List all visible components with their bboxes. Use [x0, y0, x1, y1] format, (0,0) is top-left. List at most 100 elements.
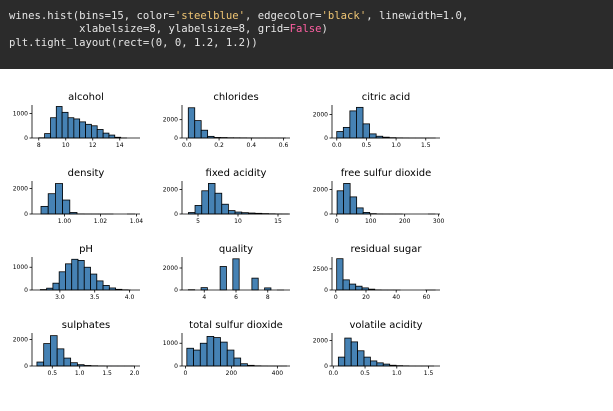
- y-tick-label: 1000: [13, 264, 28, 271]
- chart-title: citric acid: [362, 92, 411, 103]
- code-token: False: [289, 23, 322, 35]
- histogram-bar: [62, 199, 71, 215]
- y-tick-label: 2000: [313, 338, 328, 345]
- x-tick-label: 40: [392, 294, 400, 301]
- chart-title: volatile acidity: [349, 320, 422, 331]
- histogram-bar: [186, 347, 194, 367]
- histogram-bar: [227, 210, 236, 215]
- chart-title: residual sugar: [351, 244, 423, 255]
- y-tick-label: 0: [324, 363, 328, 370]
- x-tick-label: 15: [274, 218, 282, 225]
- histogram-8: residual sugar 0 20 40 60 0 2500: [313, 244, 440, 301]
- chart-title: chlorides: [213, 92, 258, 103]
- x-tick-label: 4.0: [125, 294, 135, 301]
- y-tick-label: 0: [174, 211, 178, 218]
- histogram-7: quality 4 6 8 0 2000: [163, 244, 290, 301]
- histogram-3: density 1.00 1.02 1.04 0 2000: [13, 168, 144, 225]
- histogram-bar: [206, 336, 215, 367]
- x-tick-label: 5: [196, 218, 200, 225]
- histogram-bar: [201, 190, 209, 215]
- x-tick-label: 0.5: [360, 370, 370, 377]
- code-line: wines.hist(bins=15, color='steelblue', e…: [9, 10, 468, 23]
- histogram-bar: [102, 132, 110, 139]
- x-tick-label: 1.0: [392, 370, 402, 377]
- x-tick-label: 2.0: [130, 370, 140, 377]
- histogram-bar: [336, 131, 344, 139]
- x-tick-label: 1.0: [75, 370, 85, 377]
- y-tick-label: 0: [24, 287, 28, 294]
- y-tick-label: 1000: [163, 340, 178, 347]
- y-tick-label: 2000: [163, 187, 178, 194]
- chart-title: density: [68, 168, 105, 179]
- x-tick-label: 20: [362, 294, 370, 301]
- histogram-bar: [349, 110, 357, 139]
- histogram-bar: [376, 362, 384, 367]
- histogram-bar: [369, 133, 377, 139]
- x-tick-label: 10: [234, 218, 242, 225]
- y-tick-label: 2000: [163, 117, 178, 124]
- x-tick-label: 60: [423, 294, 431, 301]
- histogram-bar: [65, 263, 73, 291]
- histogram-bar: [213, 337, 221, 367]
- histogram-bar: [91, 125, 98, 139]
- histogram-bar: [108, 134, 116, 139]
- histogram-bar: [214, 192, 223, 215]
- histogram-bar: [233, 357, 242, 367]
- x-tick-label: 1.04: [130, 218, 144, 225]
- histogram-bar: [350, 341, 359, 367]
- code-cell[interactable]: wines.hist(bins=15, color='steelblue', e…: [0, 0, 613, 69]
- histogram-bar: [362, 123, 370, 139]
- histogram-bar: [193, 349, 201, 367]
- y-tick-label: 2000: [313, 111, 328, 118]
- histogram-bar: [61, 111, 69, 139]
- code-token: wines.hist(bins=15, color=: [9, 10, 175, 22]
- chart-title: fixed acidity: [206, 168, 267, 179]
- histogram-bar: [251, 277, 259, 291]
- histogram-bar: [67, 117, 75, 139]
- code-line: xlabelsize=8, ylabelsize=8, grid=False): [9, 23, 328, 36]
- x-tick-label: 0.5: [362, 142, 372, 149]
- histogram-bar: [370, 360, 378, 367]
- y-tick-label: 0: [24, 211, 28, 218]
- histogram-bar: [344, 337, 352, 367]
- histogram-bar: [336, 190, 345, 215]
- histogram-4: fixed acidity 5 10 15 0 2000: [163, 168, 290, 225]
- histogram-bar: [337, 356, 346, 367]
- histogram-bar: [349, 196, 358, 215]
- y-tick-label: 2000: [13, 186, 28, 193]
- x-tick-label: 1.5: [424, 370, 434, 377]
- histogram-bar: [356, 106, 364, 139]
- y-tick-label: 2500: [313, 266, 328, 273]
- x-tick-label: 6: [234, 294, 238, 301]
- histogram-9: sulphates 0.5 1.0 1.5 2.0 0 2000: [13, 320, 140, 377]
- x-tick-label: 10: [62, 142, 70, 149]
- code-token: xlabelsize=8, ylabelsize=8, grid=: [9, 23, 290, 35]
- histogram-bar: [36, 361, 45, 367]
- x-tick-label: 1.5: [102, 370, 112, 377]
- x-tick-label: 1.00: [58, 218, 72, 225]
- histogram-bar: [194, 205, 203, 215]
- x-tick-label: 0.0: [328, 370, 338, 377]
- x-tick-label: 1.02: [94, 218, 108, 225]
- y-tick-label: 0: [174, 363, 178, 370]
- histogram-bar: [90, 273, 98, 291]
- y-tick-label: 0: [324, 287, 328, 294]
- code-token: plt.tight_layout(rect=(0, 0, 1.2, 1.2)): [9, 37, 258, 49]
- histogram-5: free sulfur dioxide 0 100 200 300 0 2000: [313, 168, 445, 225]
- chart-title: free sulfur dioxide: [341, 168, 432, 179]
- y-tick-label: 2000: [163, 265, 178, 272]
- chart-title: quality: [219, 244, 253, 255]
- histogram-bar: [96, 129, 104, 139]
- chart-title: sulphates: [62, 320, 110, 331]
- histogram-bar: [187, 107, 196, 139]
- x-tick-label: 8: [37, 142, 41, 149]
- histogram-bar: [343, 183, 351, 215]
- histogram-bar: [221, 203, 229, 215]
- y-tick-label: 0: [174, 287, 178, 294]
- histogram-bar: [55, 183, 64, 215]
- histogram-bar: [342, 279, 350, 291]
- y-tick-label: 2000: [313, 187, 328, 194]
- histogram-2: citric acid 0.0 0.5 1.0 1.5 0 2000: [313, 92, 440, 149]
- code-token: 'black': [321, 10, 367, 22]
